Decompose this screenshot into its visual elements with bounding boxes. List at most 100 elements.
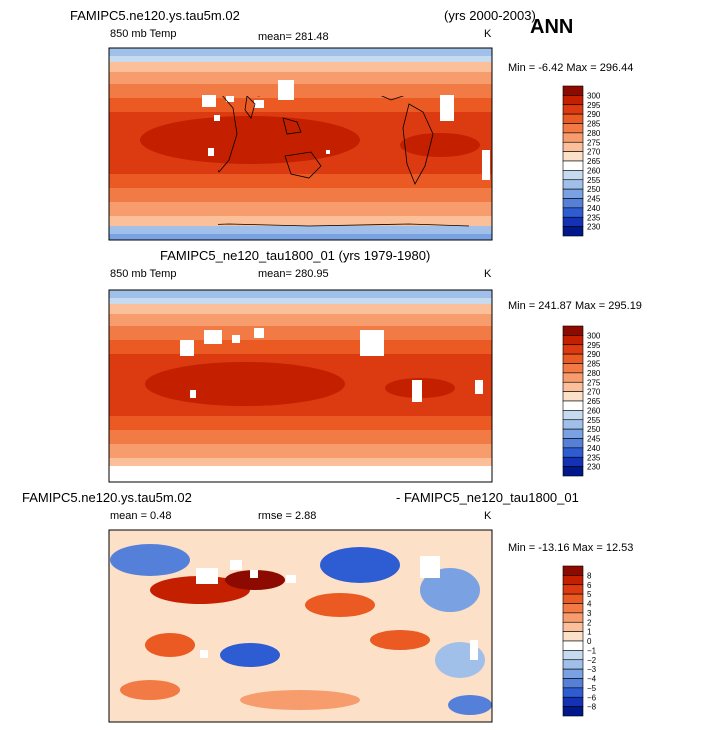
colorbar-swatch bbox=[562, 438, 584, 449]
colorbar-swatch bbox=[562, 428, 584, 439]
colorbar-swatch bbox=[562, 170, 584, 181]
colorbar-label: 285 bbox=[587, 360, 601, 369]
colorbar-label: 270 bbox=[587, 388, 601, 397]
colorbar-label: 280 bbox=[587, 369, 601, 378]
panel1-coastlines bbox=[218, 96, 470, 227]
colorbar-swatch bbox=[562, 640, 584, 651]
colorbar-swatch bbox=[562, 95, 584, 106]
colorbar-label: −2 bbox=[587, 656, 597, 665]
colorbar-swatch bbox=[562, 631, 584, 642]
colorbar-label: −8 bbox=[587, 703, 597, 712]
continent-outlines bbox=[218, 96, 470, 227]
panel3-title-left: FAMIPC5.ne120.ys.tau5m.02 bbox=[22, 490, 192, 505]
panel2-units: K bbox=[484, 268, 492, 280]
colorbar-swatch bbox=[562, 188, 584, 199]
panel2-minmax: Min = 241.87 Max = 295.19 bbox=[508, 300, 642, 312]
colorbar-label: 8 bbox=[587, 571, 592, 580]
colorbar-swatch bbox=[562, 466, 584, 477]
colorbar-swatch bbox=[562, 372, 584, 383]
colorbar-swatch bbox=[562, 419, 584, 430]
colorbar-label: 260 bbox=[587, 406, 601, 415]
colorbar-label: 4 bbox=[587, 600, 592, 609]
panel3-map bbox=[109, 530, 492, 722]
colorbar-swatch bbox=[562, 179, 584, 190]
colorbar-label: 230 bbox=[587, 223, 601, 232]
colorbar-swatch bbox=[562, 565, 584, 576]
coastline-segment bbox=[218, 96, 238, 173]
colorbar-label: 240 bbox=[587, 204, 601, 213]
colorbar-swatch bbox=[562, 650, 584, 661]
panel2-title: FAMIPC5_ne120_tau1800_01 (yrs 1979-1980) bbox=[160, 248, 431, 263]
colorbar-swatch bbox=[562, 584, 584, 595]
colorbar-label: 6 bbox=[587, 581, 592, 590]
panel1-minmax: Min = -6.42 Max = 296.44 bbox=[508, 62, 634, 74]
colorbar-label: 5 bbox=[587, 590, 592, 599]
colorbar-swatch bbox=[562, 603, 584, 614]
colorbar-label: 245 bbox=[587, 435, 601, 444]
colorbar-2: 3002952902852802752702652602552502452402… bbox=[562, 325, 601, 477]
colorbar-swatch bbox=[562, 141, 584, 152]
colorbar-label: −3 bbox=[587, 665, 597, 674]
colorbar-label: 235 bbox=[587, 453, 601, 462]
colorbar-label: 295 bbox=[587, 341, 601, 350]
colorbar-swatch bbox=[562, 226, 584, 237]
colorbar-swatch bbox=[562, 621, 584, 632]
panel1-title-right: (yrs 2000-2003) bbox=[444, 8, 536, 23]
colorbar-label: 235 bbox=[587, 213, 601, 222]
colorbar-swatch bbox=[562, 659, 584, 670]
colorbar-swatch bbox=[562, 325, 584, 336]
colorbar-swatch bbox=[562, 696, 584, 707]
colorbar-swatch bbox=[562, 335, 584, 346]
colorbar-label: 255 bbox=[587, 416, 601, 425]
colorbar-label: 255 bbox=[587, 176, 601, 185]
coastline-segment bbox=[284, 151, 322, 179]
colorbar-swatch bbox=[562, 456, 584, 467]
colorbar-swatch bbox=[562, 400, 584, 411]
colorbar-swatch bbox=[562, 575, 584, 586]
colorbar-swatch bbox=[562, 381, 584, 392]
colorbar-swatch bbox=[562, 344, 584, 355]
colorbar-swatch bbox=[562, 198, 584, 209]
colorbar-swatch bbox=[562, 391, 584, 402]
colorbar-swatch bbox=[562, 207, 584, 218]
panel1-frame bbox=[108, 47, 493, 241]
panel3-mean: mean = 0.48 bbox=[110, 510, 172, 522]
colorbar-swatch bbox=[562, 132, 584, 143]
panel2-frame bbox=[108, 289, 493, 483]
colorbar-swatch bbox=[562, 706, 584, 717]
colorbar-label: −6 bbox=[587, 693, 597, 702]
colorbar-1: 3002952902852802752702652602552502452402… bbox=[562, 85, 601, 237]
colorbar-label: 2 bbox=[587, 618, 592, 627]
colorbar-swatch bbox=[562, 363, 584, 374]
colorbar-swatch bbox=[562, 216, 584, 227]
colorbar-label: 250 bbox=[587, 425, 601, 434]
panel3-rmse: rmse = 2.88 bbox=[258, 510, 317, 522]
panel1-units: K bbox=[484, 28, 492, 40]
colorbar-label: 295 bbox=[587, 101, 601, 110]
panel2-variable: 850 mb Temp bbox=[110, 268, 177, 280]
colorbar-swatch bbox=[562, 668, 584, 679]
panel3-title-right: - FAMIPC5_ne120_tau1800_01 bbox=[396, 490, 579, 505]
season-label: ANN bbox=[530, 16, 574, 38]
colorbar-label: 265 bbox=[587, 397, 601, 406]
panel1-mean: mean= 281.48 bbox=[258, 31, 329, 43]
colorbar-swatch bbox=[562, 353, 584, 364]
colorbar-swatch bbox=[562, 678, 584, 689]
colorbar-label: 300 bbox=[587, 91, 601, 100]
panel1-variable: 850 mb Temp bbox=[110, 28, 177, 40]
colorbar-label: 285 bbox=[587, 120, 601, 129]
colorbar-swatch bbox=[562, 612, 584, 623]
colorbar-swatch bbox=[562, 151, 584, 162]
panel3-minmax: Min = -13.16 Max = 12.53 bbox=[508, 542, 634, 554]
colorbar-label: 260 bbox=[587, 166, 601, 175]
colorbar-label: 3 bbox=[587, 609, 592, 618]
colorbar-label: 270 bbox=[587, 148, 601, 157]
colorbar-label: 1 bbox=[587, 628, 592, 637]
colorbar-label: 275 bbox=[587, 138, 601, 147]
colorbar-label: 300 bbox=[587, 331, 601, 340]
coastline-segment bbox=[244, 96, 256, 119]
colorbar-label: 290 bbox=[587, 110, 601, 119]
coastline-segment bbox=[282, 117, 302, 135]
